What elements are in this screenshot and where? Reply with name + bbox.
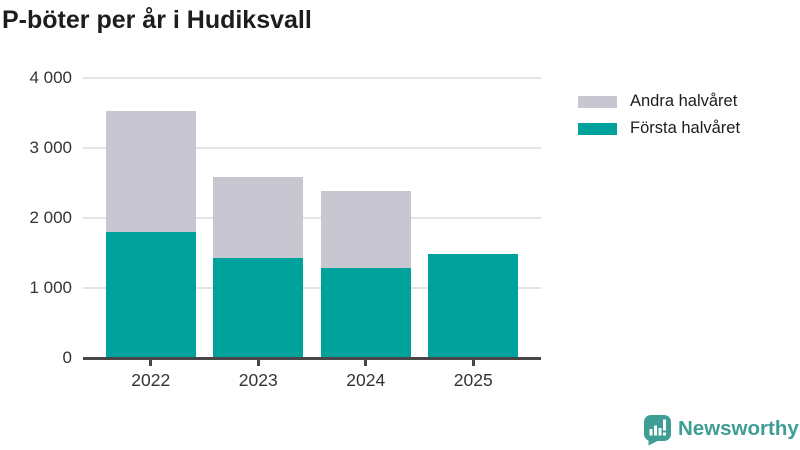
legend-label: Andra halvåret	[630, 92, 738, 110]
newsworthy-bubble-chart-icon	[644, 415, 671, 446]
legend-item: Första halvåret	[578, 115, 740, 142]
x-axis-tick	[471, 359, 475, 366]
y-axis-tick-label: 1 000	[29, 278, 72, 297]
x-axis-tick	[364, 359, 368, 366]
gridline-4000	[83, 77, 541, 79]
bar-2022-andra-halvåret	[105, 110, 196, 232]
newsworthy-logo: Newsworthy	[644, 415, 799, 446]
legend-label: Första halvåret	[630, 119, 741, 137]
bar-2023-första-halvåret	[213, 257, 304, 358]
y-axis-tick-label: 0	[62, 348, 72, 367]
bar-2023-andra-halvåret	[213, 176, 304, 258]
x-axis-line	[83, 357, 541, 360]
x-axis-label-2025: 2025	[453, 370, 493, 390]
x-axis-label-2023: 2023	[238, 370, 278, 390]
y-axis-tick-label: 2 000	[29, 208, 72, 227]
newsworthy-wordmark: Newsworthy	[678, 416, 799, 440]
gridline-1000	[83, 287, 541, 289]
gridline-3000	[83, 147, 541, 149]
bar-2024-andra-halvåret	[320, 191, 411, 269]
legend-item: Andra halvåret	[578, 88, 740, 115]
x-axis-tick	[149, 359, 153, 366]
bar-2025-första-halvåret	[428, 254, 519, 358]
y-axis-tick-label: 4 000	[29, 68, 72, 87]
x-axis-label-2022: 2022	[131, 370, 171, 390]
bar-2022-första-halvåret	[105, 232, 196, 358]
bar-2024-första-halvåret	[320, 268, 411, 358]
x-axis-label-2024: 2024	[346, 370, 386, 390]
legend: Andra halvåret Första halvåret	[578, 88, 740, 142]
legend-swatch	[578, 95, 617, 108]
chart-title: P-böter per år i Hudiksvall	[2, 6, 312, 34]
x-axis-tick	[256, 359, 260, 366]
gridline-2000	[83, 217, 541, 219]
y-axis-tick-label: 3 000	[29, 138, 72, 157]
legend-swatch	[578, 122, 617, 135]
